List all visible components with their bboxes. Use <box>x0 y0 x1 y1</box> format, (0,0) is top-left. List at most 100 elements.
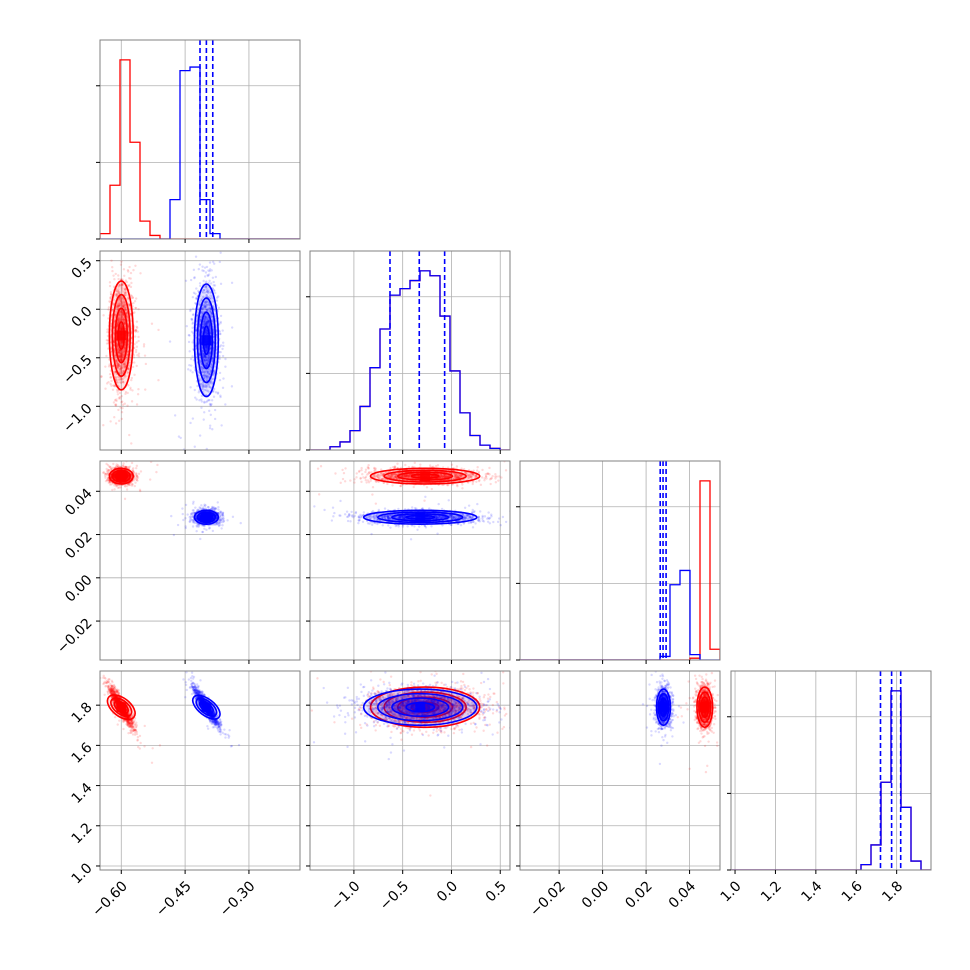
sample-point <box>201 367 204 370</box>
sample-point <box>195 317 199 320</box>
sample-point <box>204 318 207 322</box>
sample-point <box>201 305 205 308</box>
sample-point <box>226 519 229 522</box>
sample-point <box>119 340 123 343</box>
sample-point <box>121 366 124 370</box>
sample-point <box>239 521 242 525</box>
sample-point <box>118 391 122 395</box>
sample-point <box>121 278 124 281</box>
sample-point <box>116 324 119 328</box>
sample-point <box>103 474 107 478</box>
sample-point <box>118 465 122 469</box>
sample-point <box>120 417 124 421</box>
sample-point <box>117 351 120 354</box>
sample-point <box>150 322 154 325</box>
sample-point <box>204 355 207 358</box>
density-peak <box>201 335 212 346</box>
sample-point <box>212 305 215 308</box>
sample-point <box>120 351 123 355</box>
sample-point <box>204 316 207 319</box>
sample-point <box>217 306 221 310</box>
sample-point <box>206 355 210 358</box>
sample-point <box>117 419 121 423</box>
sample-point <box>213 365 217 368</box>
sample-point <box>109 296 113 299</box>
sample-point <box>191 322 194 325</box>
sample-point <box>132 356 136 359</box>
sample-point <box>213 262 216 265</box>
sample-point <box>121 356 124 359</box>
sample-point <box>122 462 125 465</box>
sample-point <box>205 294 208 297</box>
sample-point <box>131 296 134 299</box>
sample-point <box>212 395 216 398</box>
sample-point <box>116 365 119 368</box>
sample-point <box>210 297 213 300</box>
sample-point <box>105 462 108 466</box>
sample-point <box>196 384 199 388</box>
sample-point <box>207 390 210 393</box>
sample-point <box>222 377 225 380</box>
sample-point <box>119 369 122 372</box>
sample-point <box>205 280 208 283</box>
sample-point <box>209 310 212 313</box>
sample-point <box>119 352 123 355</box>
sample-point <box>79 479 81 481</box>
sample-point <box>119 381 122 384</box>
sample-point <box>201 388 205 391</box>
sample-point <box>134 329 138 332</box>
sample-point <box>210 399 214 402</box>
sample-point <box>119 341 122 344</box>
sample-point <box>128 283 131 287</box>
sample-point <box>117 397 121 400</box>
sample-point <box>122 381 125 384</box>
sample-point <box>123 362 126 366</box>
sample-point <box>201 325 204 329</box>
sample-point <box>120 309 123 312</box>
sample-point <box>198 377 201 380</box>
sample-point <box>113 354 117 358</box>
sample-point <box>123 452 125 454</box>
sample-point <box>205 358 208 362</box>
sample-point <box>104 365 107 368</box>
sample-point <box>130 400 134 403</box>
sample-point <box>120 352 124 355</box>
sample-point <box>208 356 211 359</box>
sample-point <box>206 333 209 336</box>
sample-point <box>201 350 204 353</box>
sample-point <box>219 350 222 354</box>
sample-point <box>120 328 123 331</box>
sample-point <box>122 464 125 467</box>
sample-point <box>122 350 125 354</box>
sample-point <box>212 284 215 287</box>
sample-point <box>207 269 210 272</box>
sample-point <box>206 288 209 291</box>
sample-point <box>122 318 125 321</box>
sample-point <box>116 378 119 382</box>
histogram-step <box>731 690 931 870</box>
sample-point <box>116 289 119 292</box>
sample-point <box>203 300 207 304</box>
sample-point <box>104 476 107 479</box>
sample-point <box>204 330 208 333</box>
sample-point <box>97 471 99 473</box>
sample-point <box>119 358 122 361</box>
sample-point <box>191 371 194 374</box>
sample-point <box>203 388 207 392</box>
sample-point <box>208 372 211 376</box>
sample-point <box>206 362 209 365</box>
sample-point <box>208 320 211 323</box>
sample-point <box>135 325 138 328</box>
sample-point <box>201 265 204 268</box>
sample-point <box>118 355 121 359</box>
sample-point <box>122 363 125 366</box>
sample-point <box>115 305 119 309</box>
sample-point <box>204 364 207 367</box>
sample-point <box>192 268 196 272</box>
sample-point <box>121 283 124 286</box>
sample-point <box>123 291 127 295</box>
sample-point <box>191 321 195 324</box>
sample-point <box>120 358 123 362</box>
sample-point <box>177 435 181 438</box>
sample-point <box>202 323 206 326</box>
